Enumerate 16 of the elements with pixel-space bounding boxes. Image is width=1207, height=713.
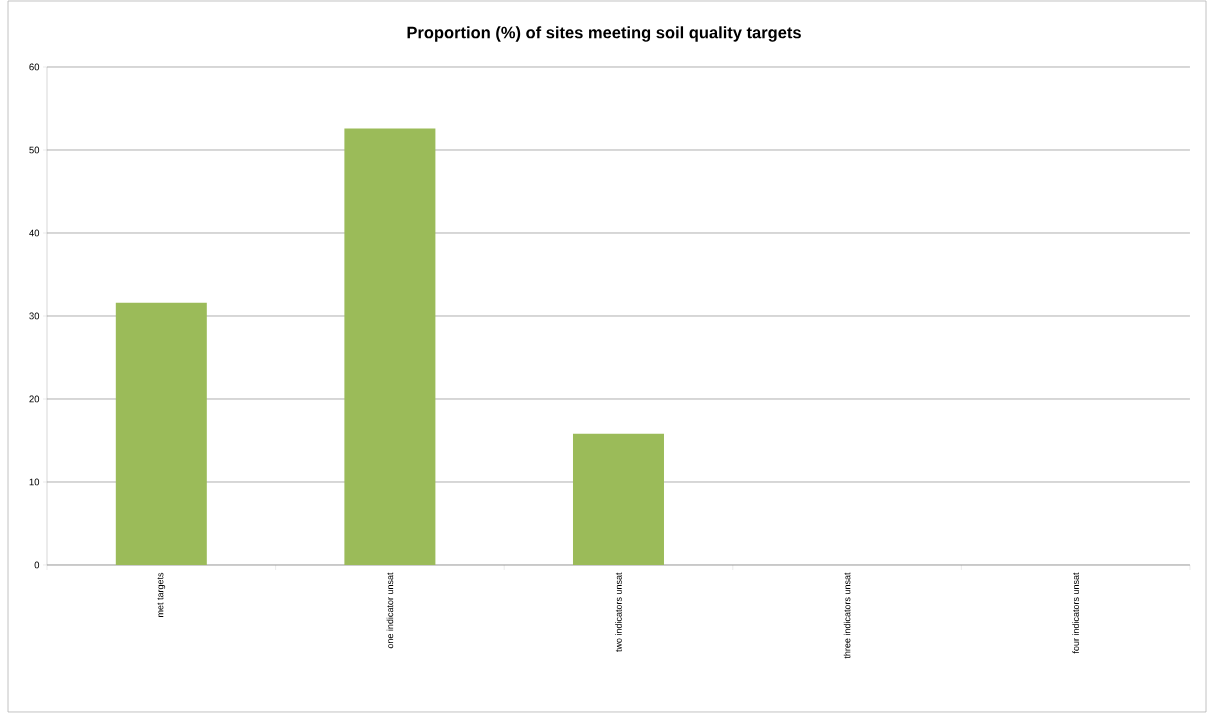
- y-tick-label: 40: [29, 229, 40, 237]
- chart-title: Proportion (%) of sites meeting soil quality targets: [407, 26, 801, 42]
- bar: [344, 128, 436, 565]
- x-tick-label: four indicators unsat: [1072, 572, 1079, 654]
- y-tick-label: 10: [29, 478, 40, 486]
- bar: [115, 302, 207, 565]
- y-tick-label: 50: [29, 146, 40, 154]
- x-tick-label: two indicators unsat: [615, 572, 622, 652]
- y-tick-label: 0: [34, 561, 40, 569]
- x-tick-label: one indicator unsat: [386, 572, 394, 649]
- x-tick-label: three indicators unsat: [843, 572, 851, 659]
- y-tick-label: 60: [29, 63, 40, 71]
- bar: [572, 433, 664, 565]
- y-tick-label: 30: [29, 312, 40, 320]
- x-tick-label: met targets: [157, 572, 166, 617]
- y-tick-label: 20: [29, 395, 40, 403]
